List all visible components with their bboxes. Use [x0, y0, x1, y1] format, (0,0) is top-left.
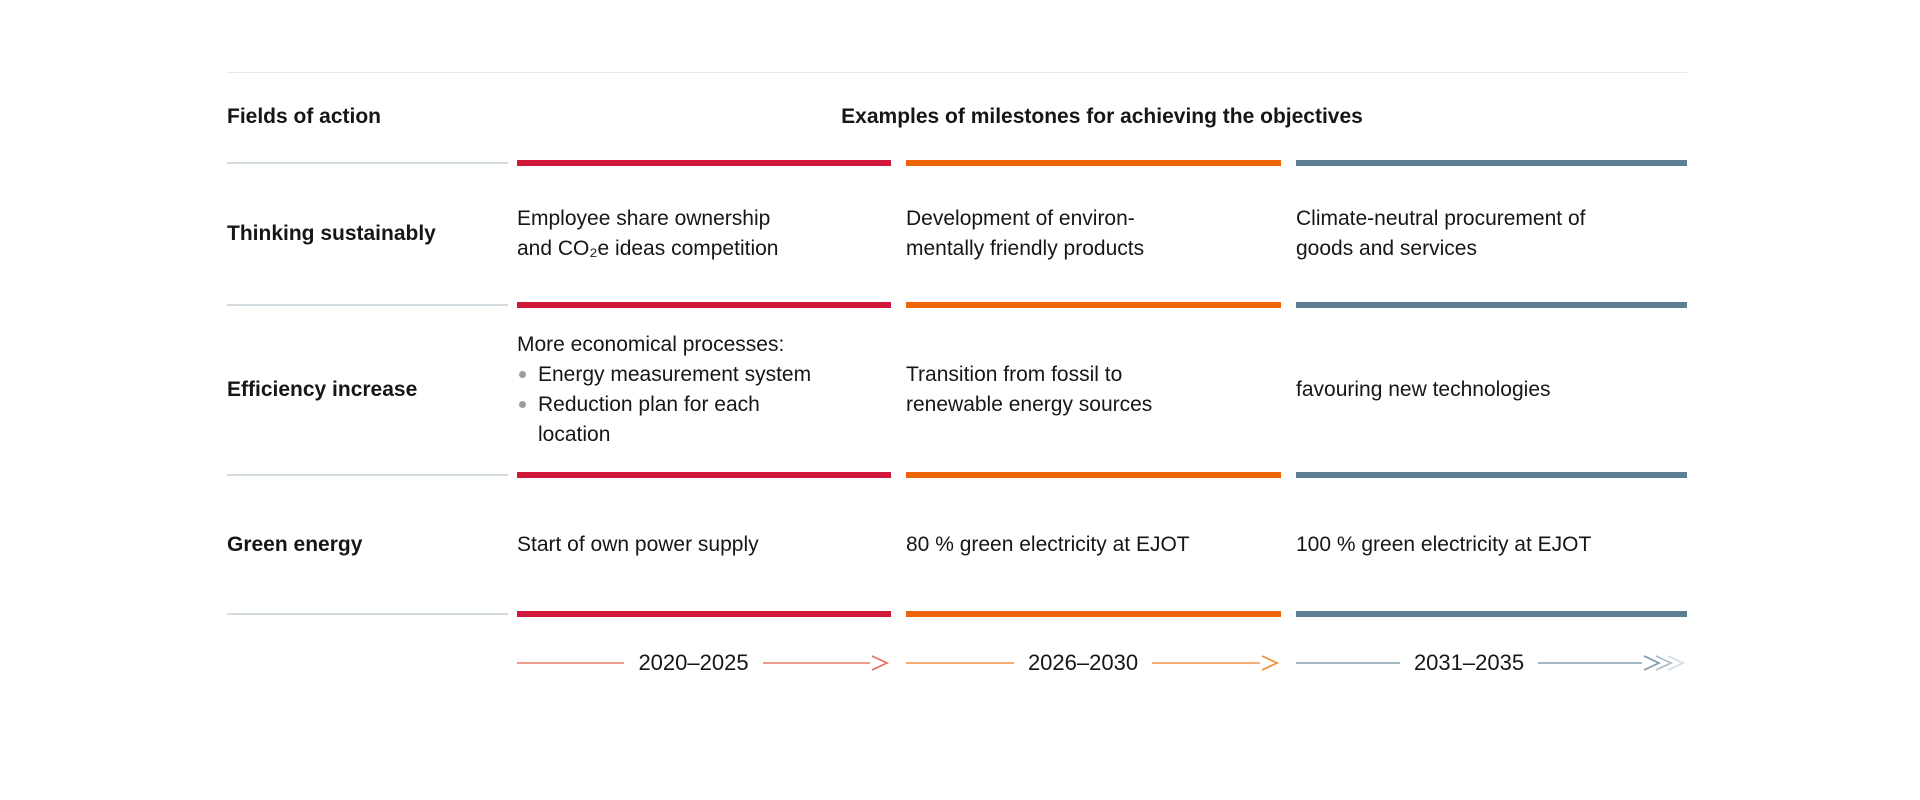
steel-rule-bar — [1296, 302, 1687, 308]
timeline-label: 2020–2025 — [638, 650, 749, 675]
divider-period-1 — [517, 472, 906, 478]
orange-rule-bar — [906, 160, 1281, 166]
cell-r2-period2: Transition from fossil to renewable ener… — [906, 308, 1296, 472]
red-rule-bar — [517, 472, 891, 478]
bullet-list: More economical processes: Energy measur… — [517, 330, 811, 450]
cell-text: Climate-neutral procurement of goods and… — [1296, 207, 1586, 260]
triple-chevron-fade-icon — [1643, 655, 1686, 671]
row-label-efficiency-increase: Efficiency increase — [227, 308, 517, 472]
cell-text: 80 % green electricity at EJOT — [906, 532, 1190, 556]
bullet-item: Energy measurement system — [517, 360, 811, 390]
orange-rule-bar — [906, 302, 1281, 308]
divider-label-col — [227, 160, 517, 166]
cell-text: favouring new technologies — [1296, 378, 1551, 401]
timeline-line — [1296, 662, 1400, 664]
cell-r2-period3: favouring new technologies — [1296, 308, 1687, 472]
field-label-text: Green energy — [227, 532, 363, 556]
timeline-label: 2026–2030 — [1027, 650, 1139, 675]
bullet-item: Reduction plan for each location — [517, 390, 811, 450]
timeline-line — [517, 662, 625, 664]
field-label-text: Thinking sustainably — [227, 222, 436, 245]
divider-period-1 — [517, 302, 906, 308]
bullet-item-text: Energy measurement system — [538, 363, 812, 386]
divider-period-3 — [1296, 472, 1687, 478]
cell-text: Employee share ownership and CO₂e ideas … — [517, 207, 779, 260]
orange-rule-bar — [906, 611, 1281, 617]
timeline-period-2031-2035: 2031–2035 — [1296, 645, 1687, 681]
steel-rule-bar — [1296, 160, 1687, 166]
arrow-chevron-icon — [871, 655, 890, 671]
divider-light-rule — [227, 304, 508, 306]
bullet-dot-icon — [519, 401, 526, 408]
column-header-fields-of-action: Fields of action — [227, 73, 517, 160]
cell-r2-period1: More economical processes: Energy measur… — [517, 308, 906, 472]
cell-r1-period2: Development of environ- mentally friendl… — [906, 166, 1296, 302]
cell-r3-period1: Start of own power supply — [517, 478, 906, 611]
divider-period-1 — [517, 611, 906, 617]
divider-label-col — [227, 611, 517, 617]
orange-rule-bar — [906, 472, 1281, 478]
cell-r3-period3: 100 % green electricity at EJOT — [1296, 478, 1687, 611]
bullet-dot-icon — [519, 371, 526, 378]
cell-text: Development of environ- mentally friendl… — [906, 207, 1145, 260]
fields-of-action-label: Fields of action — [227, 104, 382, 128]
divider-light-rule — [227, 613, 508, 615]
milestones-title-label: Examples of milestones for achieving the… — [841, 104, 1363, 128]
divider-label-col — [227, 472, 517, 478]
cell-text: Transition from fossil to renewable ener… — [906, 363, 1153, 416]
timeline-line — [906, 662, 1014, 664]
divider-period-2 — [906, 472, 1296, 478]
cell-text: Start of own power supply — [517, 532, 759, 556]
divider-period-2 — [906, 611, 1296, 617]
timeline-line — [1538, 662, 1642, 664]
divider-period-3 — [1296, 611, 1687, 617]
divider-period-3 — [1296, 302, 1687, 308]
field-label-text: Efficiency increase — [227, 378, 418, 401]
arrow-chevron-icon — [1261, 655, 1280, 671]
timeline-period-2026-2030: 2026–2030 — [906, 645, 1281, 681]
milestones-table: Fields of action Examples of milestones … — [227, 72, 1687, 681]
cell-r3-period2: 80 % green electricity at EJOT — [906, 478, 1296, 611]
bullet-item-text: Reduction plan for each location — [538, 393, 760, 446]
row-label-thinking-sustainably: Thinking sustainably — [227, 166, 517, 302]
steel-rule-bar — [1296, 472, 1687, 478]
timeline-line — [762, 662, 870, 664]
table-top-rule — [227, 72, 1687, 73]
divider-period-2 — [906, 302, 1296, 308]
timeline-period-2020-2025: 2020–2025 — [517, 645, 891, 681]
divider-period-1 — [517, 160, 906, 166]
cell-text: 100 % green electricity at EJOT — [1296, 532, 1592, 556]
cell-r1-period1: Employee share ownership and CO₂e ideas … — [517, 166, 906, 302]
divider-light-rule — [227, 162, 508, 164]
steel-rule-bar — [1296, 611, 1687, 617]
red-rule-bar — [517, 302, 891, 308]
red-rule-bar — [517, 611, 891, 617]
column-header-milestones: Examples of milestones for achieving the… — [517, 73, 1687, 160]
red-rule-bar — [517, 160, 891, 166]
timeline-label: 2031–2035 — [1413, 650, 1525, 675]
divider-period-3 — [1296, 160, 1687, 166]
divider-period-2 — [906, 160, 1296, 166]
row-label-green-energy: Green energy — [227, 478, 517, 611]
bullet-list-intro: More economical processes: — [517, 333, 785, 356]
timeline-line — [1152, 662, 1260, 664]
cell-r1-period3: Climate-neutral procurement of goods and… — [1296, 166, 1687, 302]
timeline-spacer — [227, 645, 517, 681]
divider-light-rule — [227, 474, 508, 476]
divider-label-col — [227, 302, 517, 308]
